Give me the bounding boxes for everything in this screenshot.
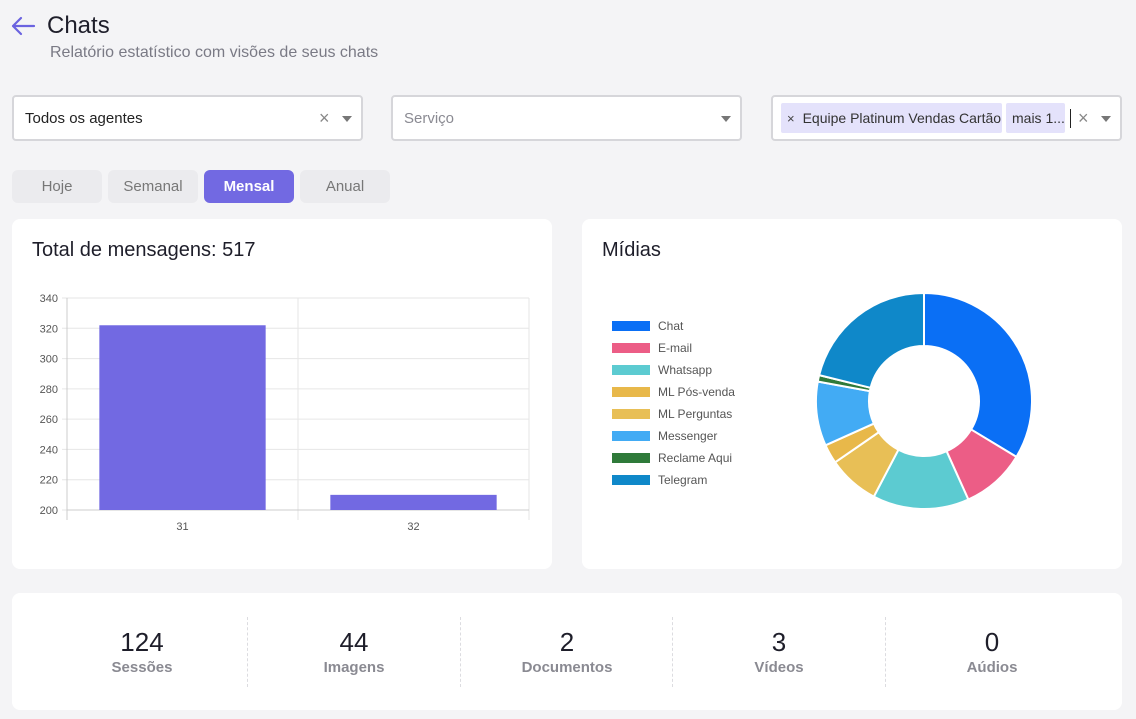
messages-card: Total de mensagens: 517 200 220 240 260 280 3… — [12, 219, 552, 569]
legend-swatch — [612, 321, 650, 331]
x-tick-label: 32 — [407, 521, 419, 533]
stat-images: 44 Imagens — [248, 593, 460, 710]
legend-swatch — [612, 431, 650, 441]
stat-value: 0 — [984, 627, 1000, 657]
divider — [460, 617, 461, 687]
legend-item[interactable]: E-mail — [612, 337, 735, 359]
stat-value: 2 — [559, 627, 575, 657]
more-tags-badge[interactable]: mais 1... — [1006, 103, 1065, 133]
divider — [885, 617, 886, 687]
messages-title: Total de mensagens: 517 — [32, 239, 256, 261]
stats-panel: 124 Sessões 44 Imagens 2 Documentos 3 Ví… — [12, 593, 1122, 710]
y-tick-label: 300 — [40, 354, 58, 366]
stat-value: 3 — [771, 627, 787, 657]
legend-label: Telegram — [658, 473, 708, 487]
legend-swatch — [612, 409, 650, 419]
divider — [672, 617, 673, 687]
legend-swatch — [612, 343, 650, 353]
stat-label: Aúdios — [966, 659, 1018, 676]
y-tick-label: 200 — [40, 505, 58, 517]
stat-label: Imagens — [323, 659, 385, 676]
y-tick-label: 220 — [40, 475, 58, 487]
legend-swatch — [612, 387, 650, 397]
y-tick-label: 320 — [40, 323, 58, 335]
legend-label: ML Pós-venda — [658, 385, 735, 399]
stat-audios: 0 Aúdios — [886, 593, 1098, 710]
clear-agents-icon[interactable]: × — [319, 108, 330, 128]
service-select[interactable]: Serviço — [391, 95, 742, 141]
messages-bar-chart: 200 220 240 260 280 300 320 340 31 32 — [40, 293, 530, 533]
legend-item[interactable]: ML Pós-venda — [612, 381, 735, 403]
legend-item[interactable]: Telegram — [612, 469, 735, 491]
page-subtitle: Relatório estatístico com visões de seus… — [50, 44, 379, 61]
legend-label: Chat — [658, 319, 684, 333]
service-select-placeholder: Serviço — [404, 110, 455, 127]
stat-value: 44 — [339, 627, 369, 657]
stat-label: Documentos — [521, 659, 613, 676]
legend-label: Whatsapp — [658, 363, 713, 377]
stat-label: Sessões — [111, 659, 173, 676]
legend-swatch — [612, 453, 650, 463]
legend-label: E-mail — [658, 341, 693, 355]
y-tick-label: 260 — [40, 414, 58, 426]
team-tag-label: Equipe Platinum Vendas Cartão — [802, 110, 1002, 126]
media-card: Mídias Chat E-mail Whatsapp ML Pós-venda ML … — [582, 219, 1122, 569]
legend-item[interactable]: Reclame Aqui — [612, 447, 735, 469]
bar — [330, 494, 497, 510]
media-legend: Chat E-mail Whatsapp ML Pós-venda ML Pergunt… — [612, 315, 735, 491]
legend-label: ML Perguntas — [658, 407, 733, 421]
stat-videos: 3 Vídeos — [673, 593, 885, 710]
y-tick-label: 280 — [40, 384, 58, 396]
tab-hoje[interactable]: Hoje — [12, 170, 102, 203]
agents-select[interactable]: Todos os agentes × — [12, 95, 363, 141]
legend-item[interactable]: Chat — [612, 315, 735, 337]
legend-item[interactable]: Messenger — [612, 425, 735, 447]
legend-label: Messenger — [658, 429, 718, 443]
media-title: Mídias — [602, 239, 661, 261]
clear-teams-icon[interactable]: × — [1078, 108, 1089, 128]
y-tick-label: 340 — [40, 293, 58, 305]
legend-swatch — [612, 365, 650, 375]
legend-swatch — [612, 475, 650, 485]
remove-tag-icon[interactable]: × — [787, 111, 795, 126]
legend-item[interactable]: Whatsapp — [612, 359, 735, 381]
donut-slice — [923, 291, 1033, 459]
page-title: Chats — [47, 12, 110, 39]
bar — [99, 325, 266, 510]
tab-mensal[interactable]: Mensal — [204, 170, 294, 203]
tab-semanal[interactable]: Semanal — [108, 170, 198, 203]
teams-select[interactable]: × Equipe Platinum Vendas Cartão mais 1...… — [771, 95, 1122, 141]
legend-item[interactable]: ML Perguntas — [612, 403, 735, 425]
media-donut-chart — [815, 291, 1033, 510]
chevron-down-icon[interactable] — [721, 116, 731, 122]
arrow-left-icon[interactable] — [10, 16, 36, 36]
chevron-down-icon[interactable] — [342, 116, 352, 122]
donut-slice — [817, 291, 925, 390]
y-tick-label: 240 — [40, 444, 58, 456]
agents-select-value: Todos os agentes — [25, 110, 143, 127]
stat-documents: 2 Documentos — [461, 593, 673, 710]
more-tags-label: mais 1... — [1012, 110, 1065, 126]
stat-sessions: 124 Sessões — [36, 593, 248, 710]
tab-anual[interactable]: Anual — [300, 170, 390, 203]
x-tick-label: 31 — [176, 521, 188, 533]
stat-value: 124 — [120, 627, 164, 657]
team-tag: × Equipe Platinum Vendas Cartão — [781, 103, 1002, 133]
divider — [247, 617, 248, 687]
chevron-down-icon[interactable] — [1101, 116, 1111, 122]
text-cursor — [1070, 109, 1071, 128]
legend-label: Reclame Aqui — [658, 451, 733, 465]
stat-label: Vídeos — [754, 659, 804, 676]
